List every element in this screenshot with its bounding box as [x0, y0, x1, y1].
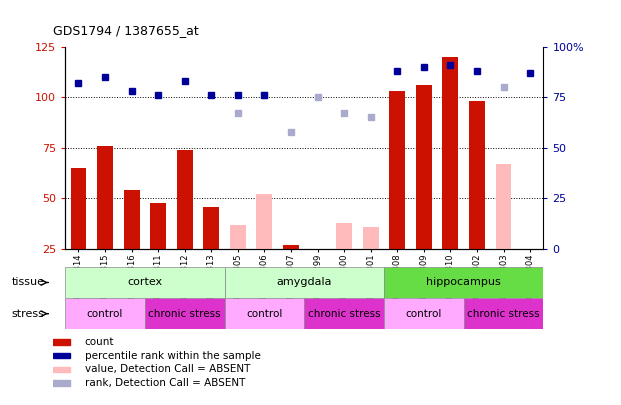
Bar — [225, 267, 384, 298]
Bar — [97, 146, 113, 249]
Bar — [363, 227, 379, 249]
Bar — [283, 245, 299, 249]
Text: control: control — [87, 309, 123, 319]
Text: chronic stress: chronic stress — [467, 309, 540, 319]
Text: amygdala: amygdala — [276, 277, 332, 288]
Bar — [304, 298, 384, 329]
Text: chronic stress: chronic stress — [308, 309, 381, 319]
Bar — [71, 168, 86, 249]
Bar — [469, 101, 485, 249]
Bar — [53, 353, 70, 358]
Bar — [65, 267, 225, 298]
Bar — [203, 207, 219, 249]
Text: stress: stress — [12, 309, 45, 319]
Bar — [496, 164, 512, 249]
Bar — [230, 225, 246, 249]
Bar — [145, 298, 225, 329]
Bar — [442, 57, 458, 249]
Bar — [150, 202, 166, 249]
Text: control: control — [247, 309, 283, 319]
Bar — [416, 85, 432, 249]
Text: hippocampus: hippocampus — [426, 277, 501, 288]
Bar — [53, 339, 70, 345]
Bar — [225, 298, 304, 329]
Bar — [384, 298, 464, 329]
Bar — [53, 367, 70, 372]
Bar — [464, 298, 543, 329]
Text: chronic stress: chronic stress — [148, 309, 221, 319]
Bar — [65, 298, 145, 329]
Bar — [53, 380, 70, 386]
Text: cortex: cortex — [127, 277, 163, 288]
Text: tissue: tissue — [12, 277, 45, 288]
Bar — [124, 190, 140, 249]
Text: GDS1794 / 1387655_at: GDS1794 / 1387655_at — [53, 24, 199, 37]
Text: control: control — [406, 309, 442, 319]
Bar — [336, 223, 352, 249]
Bar — [256, 194, 273, 249]
Text: value, Detection Call = ABSENT: value, Detection Call = ABSENT — [84, 364, 250, 374]
Text: percentile rank within the sample: percentile rank within the sample — [84, 351, 261, 361]
Bar — [389, 91, 406, 249]
Bar — [177, 150, 193, 249]
Text: rank, Detection Call = ABSENT: rank, Detection Call = ABSENT — [84, 378, 245, 388]
Text: count: count — [84, 337, 114, 347]
Bar — [384, 267, 543, 298]
